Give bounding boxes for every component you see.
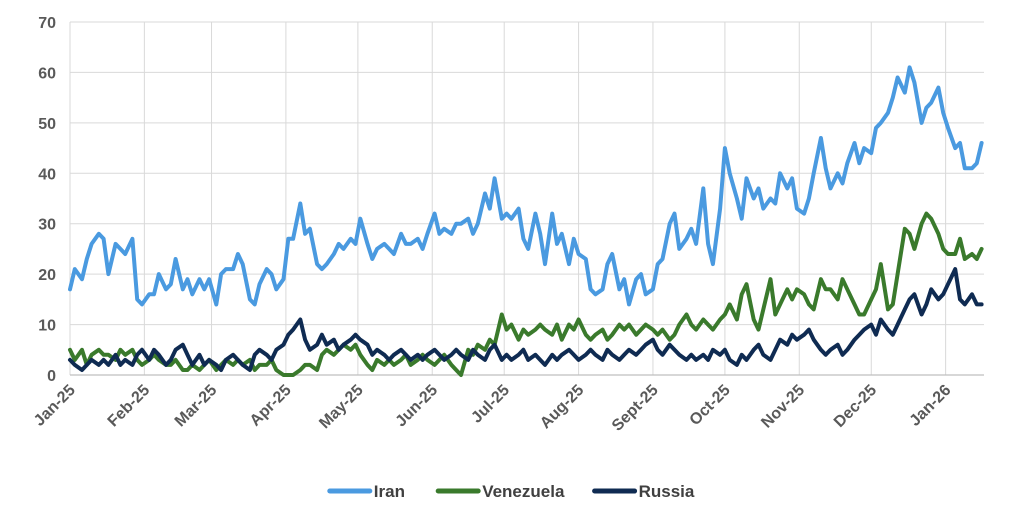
legend-item-russia: Russia bbox=[592, 482, 695, 501]
series-line-iran bbox=[68, 65, 984, 307]
y-tick-label: 30 bbox=[38, 217, 56, 234]
x-tick-label: Oct-25 bbox=[687, 382, 734, 429]
y-tick-label: 60 bbox=[38, 65, 56, 82]
x-tick-label: May-25 bbox=[316, 382, 366, 432]
y-tick-label: 0 bbox=[47, 368, 56, 385]
x-tick-label: Aug-25 bbox=[537, 382, 587, 432]
legend-label: Russia bbox=[639, 482, 695, 501]
series-lines bbox=[68, 65, 984, 377]
x-tick-label: Jul-25 bbox=[468, 382, 513, 427]
x-tick-label: Apr-25 bbox=[247, 382, 295, 430]
legend-item-iran: Iran bbox=[327, 482, 405, 501]
legend-item-venezuela: Venezuela bbox=[435, 482, 565, 501]
y-tick-label: 20 bbox=[38, 267, 56, 284]
x-tick-label: Jan-26 bbox=[907, 382, 955, 430]
legend-label: Iran bbox=[374, 482, 405, 501]
grid bbox=[69, 21, 984, 376]
x-tick-label: Nov-25 bbox=[758, 382, 808, 432]
y-tick-label: 40 bbox=[38, 166, 56, 183]
legend: Iran Venezuela Russia bbox=[327, 482, 695, 501]
series-line-russia bbox=[68, 267, 984, 372]
x-tick-label: Dec-25 bbox=[831, 382, 880, 431]
x-tick-label: Jun-25 bbox=[393, 382, 442, 431]
x-tick-label: Jan-25 bbox=[31, 382, 79, 430]
y-tick-label: 10 bbox=[38, 318, 56, 335]
y-tick-label: 70 bbox=[38, 15, 56, 32]
x-tick-label: Sept-25 bbox=[609, 382, 662, 435]
y-tick-label: 50 bbox=[38, 116, 56, 133]
x-tick-label: Mar-25 bbox=[172, 382, 221, 431]
legend-label: Venezuela bbox=[482, 482, 565, 501]
axes: 0 10 20 30 40 50 60 70 Jan-25 Feb-25 Mar-25 Apr-25 M… bbox=[31, 15, 984, 435]
x-tick-label: Feb-25 bbox=[105, 382, 154, 431]
